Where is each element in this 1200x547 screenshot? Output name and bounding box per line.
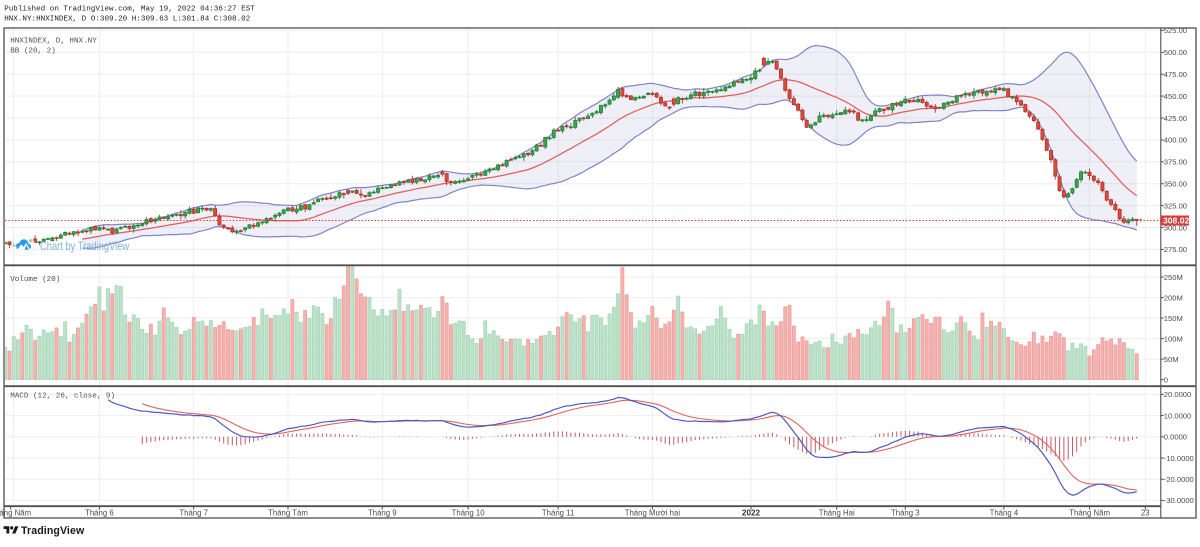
svg-text:2022: 2022 [742, 508, 761, 517]
svg-text:0: 0 [1164, 375, 1168, 384]
svg-text:0.0000: 0.0000 [1164, 433, 1187, 442]
svg-text:Chart by TradingView: Chart by TradingView [40, 240, 129, 254]
svg-text:20.0000: 20.0000 [1164, 390, 1191, 399]
svg-text:375.00: 375.00 [1164, 158, 1187, 167]
svg-text:Tháng 11: Tháng 11 [542, 508, 574, 517]
svg-text:Tháng 4: Tháng 4 [990, 508, 1019, 517]
svg-text:400.00: 400.00 [1164, 136, 1187, 145]
svg-text:Tháng 7: Tháng 7 [179, 508, 208, 517]
svg-text:BB (20, 2): BB (20, 2) [10, 47, 56, 55]
svg-text:TradingView: TradingView [21, 525, 85, 537]
svg-text:Tháng Năm: Tháng Năm [0, 508, 31, 517]
svg-text:Tháng Mười hai: Tháng Mười hai [625, 508, 681, 517]
svg-text:350.00: 350.00 [1164, 180, 1187, 189]
svg-text:Tháng Tám: Tháng Tám [268, 508, 308, 517]
svg-text:Tháng 9: Tháng 9 [368, 508, 397, 517]
svg-text:-10.0000: -10.0000 [1164, 454, 1194, 463]
svg-text:Tháng 10: Tháng 10 [452, 508, 486, 517]
svg-text:475.00: 475.00 [1164, 70, 1187, 79]
svg-text:Tháng 3: Tháng 3 [891, 508, 920, 517]
svg-text:Tháng Hai: Tháng Hai [819, 508, 855, 517]
svg-text:100M: 100M [1164, 334, 1183, 343]
svg-text:200M: 200M [1164, 293, 1183, 302]
svg-text:325.00: 325.00 [1164, 201, 1187, 210]
svg-text:10.0000: 10.0000 [1164, 411, 1191, 420]
svg-text:HNX.NY:HNXINDEX, D O:309.20 H:: HNX.NY:HNXINDEX, D O:309.20 H:309.63 L:3… [4, 16, 251, 24]
svg-text:Published on TradingView.com,: Published on TradingView.com, May 19, 20… [4, 6, 255, 14]
svg-text:275.00: 275.00 [1164, 245, 1187, 254]
svg-text:300.00: 300.00 [1164, 223, 1187, 232]
svg-text:500.00: 500.00 [1164, 48, 1187, 57]
svg-text:50M: 50M [1164, 355, 1179, 364]
svg-text:HNXINDEX, D, HNX.NY: HNXINDEX, D, HNX.NY [10, 37, 97, 45]
svg-text:Tháng 6: Tháng 6 [85, 508, 114, 517]
svg-text:250M: 250M [1164, 273, 1183, 282]
svg-text:150M: 150M [1164, 314, 1183, 323]
svg-text:MACD (12, 26, close, 9): MACD (12, 26, close, 9) [10, 392, 115, 400]
svg-text:425.00: 425.00 [1164, 114, 1187, 123]
svg-text:-30.0000: -30.0000 [1164, 496, 1194, 505]
svg-text:Tháng Năm: Tháng Năm [1069, 508, 1110, 517]
svg-text:450.00: 450.00 [1164, 92, 1187, 101]
svg-text:23: 23 [1141, 508, 1150, 517]
svg-text:308.02: 308.02 [1163, 216, 1190, 226]
svg-text:Volume (20): Volume (20) [10, 276, 60, 284]
svg-text:-20.0000: -20.0000 [1164, 475, 1194, 484]
svg-text:525.00: 525.00 [1164, 26, 1187, 35]
